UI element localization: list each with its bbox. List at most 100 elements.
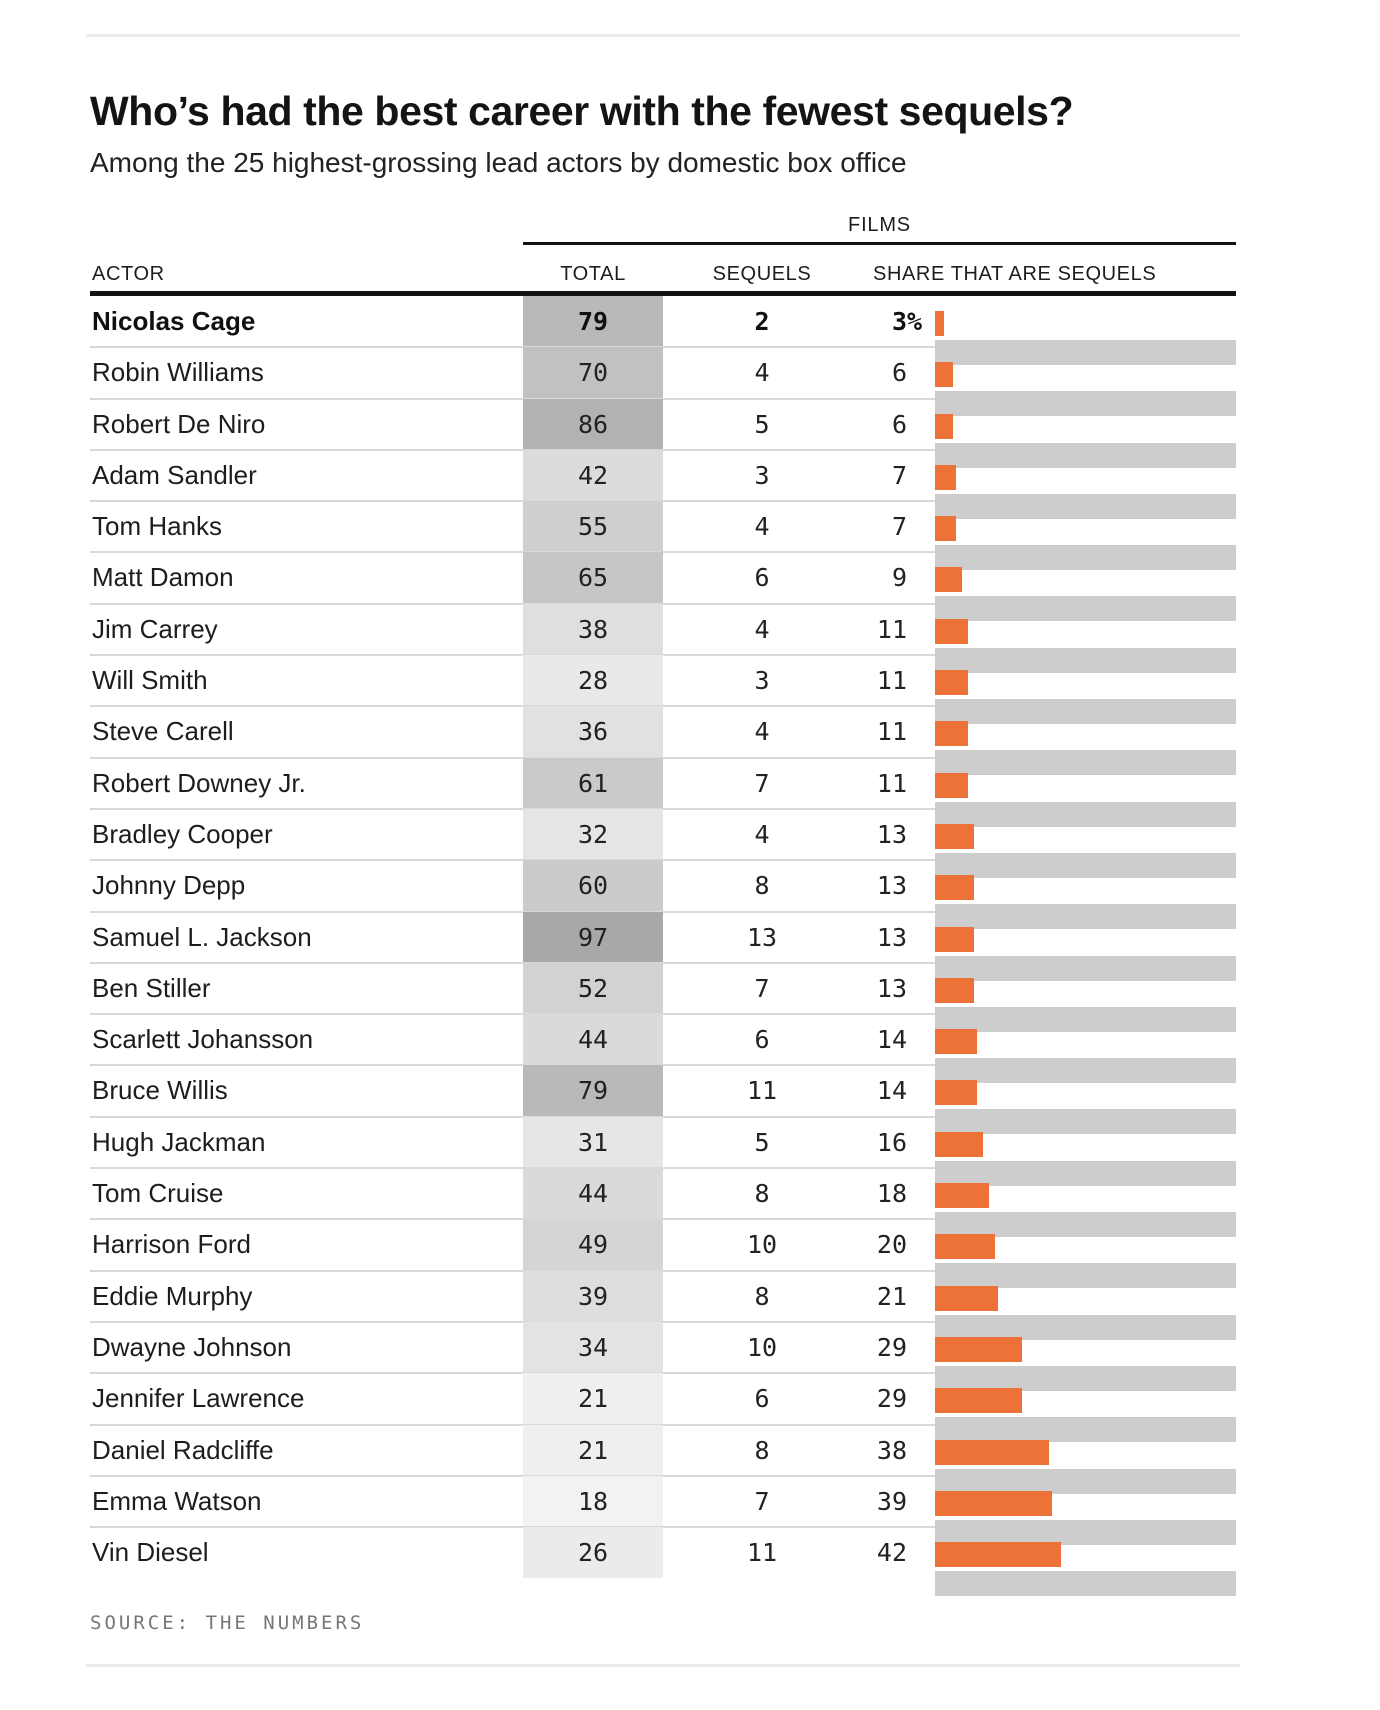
sequels-count: 8 (754, 1179, 770, 1209)
share-value: 13 (876, 973, 907, 1003)
table-row: Jim Carrey 38 4 11 (90, 603, 1236, 673)
share-value: 16 (876, 1127, 907, 1157)
share-bar-fill (935, 1183, 990, 1209)
total-films-cell: 21 (523, 1424, 663, 1476)
actor-name: Emma Watson (92, 1485, 262, 1516)
share-bar-track (935, 852, 1236, 878)
total-films-cell: 44 (523, 1168, 663, 1220)
share-bar-track (935, 904, 1236, 930)
share-value: 14 (876, 1076, 907, 1106)
share-bar-fill (935, 1285, 999, 1311)
share-bar-fill (935, 413, 954, 439)
table-row: Jennifer Lawrence 21 6 29 (90, 1373, 1236, 1443)
table-top-rule (90, 291, 1236, 296)
table-row: Vin Diesel 26 11 42 (90, 1527, 1236, 1597)
share-bar-fill (935, 1336, 1023, 1362)
share-value: 29 (876, 1332, 907, 1362)
share-value: 20 (876, 1230, 907, 1260)
films-group-underline (523, 242, 1236, 245)
total-films-cell: 42 (523, 449, 663, 502)
sequels-count: 7 (754, 1486, 770, 1516)
share-bar-track (935, 1263, 1236, 1289)
share-bar-track (935, 596, 1236, 622)
actor-name: Harrison Ford (92, 1229, 251, 1260)
actor-name: Hugh Jackman (92, 1126, 266, 1157)
table-row: Harrison Ford 49 10 20 (90, 1219, 1236, 1289)
share-bar-fill (935, 567, 963, 593)
actor-name: Nicolas Cage (92, 306, 256, 336)
total-films-cell: 61 (523, 757, 663, 809)
top-card-border (86, 34, 1240, 37)
share-bar-track (935, 1058, 1236, 1084)
sequels-count: 6 (754, 1025, 770, 1055)
share-value: 7 (891, 460, 907, 490)
total-films-cell: 21 (523, 1373, 663, 1425)
total-films-cell: 44 (523, 1014, 663, 1066)
sequels-count: 11 (746, 1076, 778, 1106)
actor-name: Will Smith (92, 665, 208, 696)
share-bar-track (935, 545, 1236, 571)
table-row: Bradley Cooper 32 4 13 (90, 808, 1236, 878)
share-bar-track (935, 1212, 1236, 1238)
table-row: Will Smith 28 3 11 (90, 655, 1236, 725)
sequels-count: 4 (754, 358, 770, 388)
share-value: 29 (876, 1384, 907, 1414)
table-row: Bruce Willis 79 11 14 (90, 1065, 1236, 1135)
total-films-cell: 70 (523, 347, 663, 399)
share-bar-fill (935, 1388, 1023, 1414)
actor-name: Robert Downey Jr. (92, 767, 306, 798)
share-bar-track (935, 340, 1236, 365)
sequels-count: 7 (754, 973, 770, 1003)
bottom-card-border (86, 1664, 1240, 1667)
table-row: Samuel L. Jackson 97 13 13 (90, 911, 1236, 981)
table-row: Dwayne Johnson 34 10 29 (90, 1321, 1236, 1391)
total-films-cell: 28 (523, 655, 663, 707)
actor-name: Tom Cruise (92, 1178, 224, 1209)
actor-name: Scarlett Johansson (92, 1024, 314, 1055)
share-bar-fill (935, 1234, 996, 1260)
share-bar-fill (935, 464, 957, 490)
total-films-cell: 86 (523, 398, 663, 450)
table-row: Tom Hanks 55 4 7 (90, 501, 1236, 571)
table-row: Nicolas Cage 79 2 3% (90, 296, 1236, 365)
actor-table-body: Nicolas Cage 79 2 3% Robin Williams 70 4 6 Rober… (90, 296, 1236, 1597)
sequels-count: 5 (754, 1127, 770, 1157)
total-films-cell: 97 (523, 911, 663, 963)
column-header-sequels: SEQUELS (712, 263, 812, 285)
sequels-count: 6 (754, 563, 770, 593)
share-value: 42 (876, 1538, 907, 1568)
sequels-count: 4 (754, 717, 770, 747)
share-bar-track (935, 1519, 1236, 1545)
column-header-total: TOTAL (560, 263, 626, 285)
page-title: Who’s had the best career with the fewes… (90, 88, 1074, 135)
actor-name: Steve Carell (92, 716, 234, 747)
share-value: 6 (891, 409, 907, 439)
share-value: 38 (876, 1435, 907, 1465)
sequels-count: 3 (754, 666, 770, 696)
share-bar-fill (935, 362, 954, 388)
share-value: 18 (876, 1179, 907, 1209)
column-header-actor: ACTOR (92, 263, 165, 285)
total-films-cell: 65 (523, 552, 663, 604)
source-note: SOURCE: THE NUMBERS (90, 1612, 365, 1634)
share-value: 13 (876, 871, 907, 901)
share-value: 6 (891, 358, 907, 388)
page-subtitle: Among the 25 highest-grossing lead actor… (90, 147, 907, 178)
share-bar-track (935, 442, 1236, 468)
sequels-count: 7 (754, 768, 770, 798)
table-row: Ben Stiller 52 7 13 (90, 962, 1236, 1032)
actor-name: Dwayne Johnson (92, 1331, 292, 1362)
table-row: Matt Damon 65 6 9 (90, 552, 1236, 622)
share-bar-fill (935, 311, 944, 336)
share-bar-track (935, 1571, 1236, 1597)
share-bar-track (935, 1417, 1236, 1443)
table-row: Scarlett Johansson 44 6 14 (90, 1014, 1236, 1084)
share-bar-fill (935, 1490, 1053, 1516)
percent-unit: % (907, 307, 923, 336)
share-bar-fill (935, 823, 975, 849)
total-films-cell: 38 (523, 603, 663, 656)
sequels-count: 8 (754, 1281, 770, 1311)
share-bar-fill (935, 1029, 978, 1055)
table-row: Tom Cruise 44 8 18 (90, 1168, 1236, 1238)
sequels-count: 4 (754, 614, 770, 644)
